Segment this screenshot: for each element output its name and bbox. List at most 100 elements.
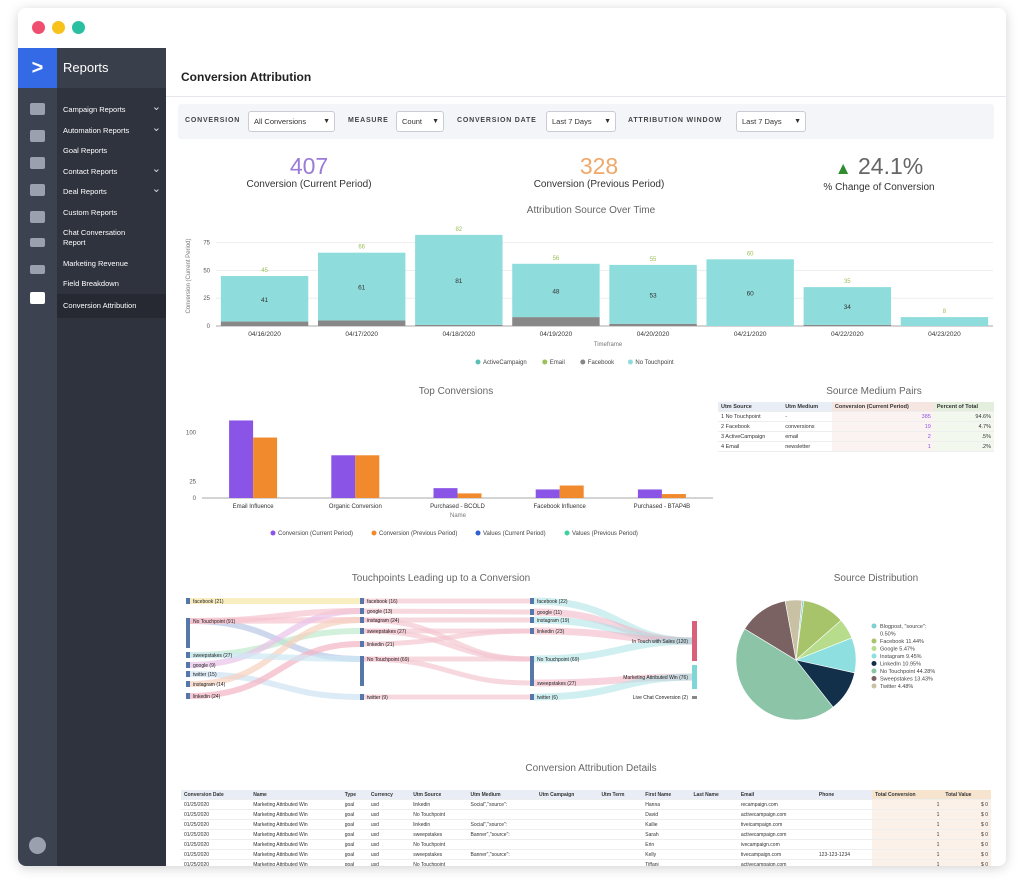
x-tick-label: Facebook Influence — [534, 504, 587, 510]
table-cell: Marketing Attributed Win — [250, 829, 342, 840]
contacts-icon[interactable] — [30, 103, 45, 115]
column-header[interactable]: Last Name — [690, 790, 738, 800]
column-header[interactable]: Utm Term — [598, 790, 643, 800]
column-header[interactable]: Utm Medium — [782, 402, 832, 412]
column-header[interactable]: Conversion (Current Period) — [831, 402, 934, 412]
bar-total-label: 45 — [261, 268, 268, 274]
x-tick-label: Email Influence — [233, 504, 275, 510]
activecampaign-logo-icon[interactable]: > — [18, 48, 57, 88]
table-cell — [690, 859, 738, 866]
column-header[interactable]: Email — [737, 790, 816, 800]
close-window-button[interactable] — [32, 21, 45, 34]
column-header[interactable]: First Name — [642, 790, 691, 800]
bar-current — [433, 488, 458, 498]
sankey-node — [186, 618, 190, 648]
column-header[interactable]: Utm Medium — [467, 790, 536, 800]
table-cell: 1 — [872, 859, 943, 866]
sankey-node — [186, 671, 190, 677]
table-cell: Marketing Attributed Win — [250, 819, 342, 830]
column-header[interactable]: Utm Source — [410, 790, 468, 800]
column-header[interactable]: Total Conversion — [872, 790, 943, 800]
sidebar-item-chat-conversation-report[interactable]: Chat Conversation Report — [63, 228, 143, 248]
conversion-select-value: All Conversions — [254, 117, 307, 126]
sidebar-item-automation-reports[interactable]: Automation Reports ⌄ — [63, 123, 163, 136]
deals-icon[interactable] — [30, 184, 45, 196]
kpi-current: 407 Conversion (Current Period) — [224, 153, 394, 190]
table-row: 01/25/2020 Marketing Attributed Win goal us… — [181, 809, 991, 820]
sankey-node-label: facebook (22) — [537, 599, 568, 605]
source-cell: 3 ActiveCampaign — [718, 431, 783, 442]
column-header[interactable]: Phone — [815, 790, 873, 800]
sankey-flow — [363, 608, 531, 615]
column-header[interactable]: Utm Campaign — [535, 790, 599, 800]
sidebar-item-label: Contact Reports — [63, 167, 118, 176]
sankey-node-label: twitter (15) — [193, 672, 217, 678]
sidebar-item-label: Custom Reports — [63, 208, 118, 217]
conversion-date-select[interactable]: Last 7 Days ▼ — [546, 111, 616, 132]
sidebar-item-conversion-attribution[interactable]: Conversion Attribution — [57, 294, 166, 318]
sidebar-item-field-breakdown[interactable]: Field Breakdown — [63, 279, 163, 289]
legend-entry: Values (Current Period) — [483, 531, 546, 537]
lists-icon[interactable] — [30, 238, 45, 247]
bar-current — [637, 489, 662, 498]
conversion-cell: 385 — [831, 411, 934, 422]
sidebar-item-contact-reports[interactable]: Contact Reports ⌄ — [63, 164, 163, 177]
legend-entry: Instagram 9.45% — [880, 654, 922, 660]
y-tick-label: 50 — [203, 268, 210, 274]
website-icon[interactable] — [30, 265, 45, 274]
column-header[interactable]: Total Value — [942, 790, 991, 800]
help-icon[interactable] — [29, 837, 46, 854]
table-cell: usd — [367, 809, 411, 820]
legend-swatch — [542, 359, 548, 365]
column-header[interactable]: Utm Source — [718, 402, 783, 412]
sidebar-item-goal-reports[interactable]: Goal Reports — [63, 146, 163, 156]
table-cell — [535, 809, 599, 820]
table-cell — [598, 849, 643, 860]
conversion-select[interactable]: All Conversions ▼ — [248, 111, 335, 132]
column-header[interactable]: Type — [341, 790, 368, 800]
sidebar-item-marketing-revenue[interactable]: Marketing Revenue — [63, 259, 163, 269]
table-cell — [535, 839, 599, 850]
attribution-window-select[interactable]: Last 7 Days ▼ — [736, 111, 806, 132]
table-cell: David — [642, 809, 691, 820]
table-cell — [598, 839, 643, 850]
sidebar-item-deal-reports[interactable]: Deal Reports ⌄ — [63, 184, 163, 197]
bar-total-label: 8 — [943, 309, 947, 315]
table-cell — [690, 799, 738, 810]
maximize-window-button[interactable] — [72, 21, 85, 34]
bar-facebook — [512, 317, 600, 326]
table-cell: goal — [341, 839, 368, 850]
table-row: 01/25/2020 Marketing Attributed Win goal us… — [181, 799, 991, 810]
table-cell: Marketing Attributed Win — [250, 839, 342, 850]
email-icon[interactable] — [30, 130, 45, 142]
sankey-node — [530, 694, 534, 700]
bar-current — [229, 420, 254, 498]
column-header[interactable]: Conversion Date — [181, 790, 251, 800]
bar-no-touchpoint — [803, 287, 892, 325]
conversion-cell: 1 — [831, 441, 934, 452]
table-cell: goal — [341, 809, 368, 820]
sidebar-item-campaign-reports[interactable]: Campaign Reports ⌄ — [63, 102, 163, 115]
filter-bar: CONVERSION All Conversions ▼ MEASURE Coun… — [178, 104, 994, 139]
measure-select[interactable]: Count ▼ — [396, 111, 444, 132]
table-cell: goal — [341, 859, 368, 866]
x-axis-label: Timeframe — [594, 342, 623, 348]
y-tick-label: 0 — [193, 496, 197, 502]
table-cell — [467, 859, 536, 866]
column-header[interactable]: Percent of Total — [933, 402, 994, 412]
sankey-node — [186, 693, 190, 699]
reports-icon[interactable] — [30, 292, 45, 304]
sankey-node-label: No Touchpoint (91) — [193, 619, 235, 625]
table-cell: No Touchpoint — [410, 839, 468, 850]
table-cell: No Touchpoint — [410, 809, 468, 820]
table-cell: Marketing Attributed Win — [250, 849, 342, 860]
minimize-window-button[interactable] — [52, 21, 65, 34]
column-header[interactable]: Currency — [367, 790, 411, 800]
bar-no-touchpoint — [317, 252, 406, 321]
sidebar-item-custom-reports[interactable]: Custom Reports — [63, 208, 163, 218]
conversations-icon[interactable] — [30, 211, 45, 223]
column-header[interactable]: Name — [250, 790, 342, 800]
sankey-node-label: linkedin (23) — [537, 629, 565, 635]
sankey-node-label: instagram (19) — [537, 618, 570, 624]
automation-icon[interactable] — [30, 157, 45, 169]
